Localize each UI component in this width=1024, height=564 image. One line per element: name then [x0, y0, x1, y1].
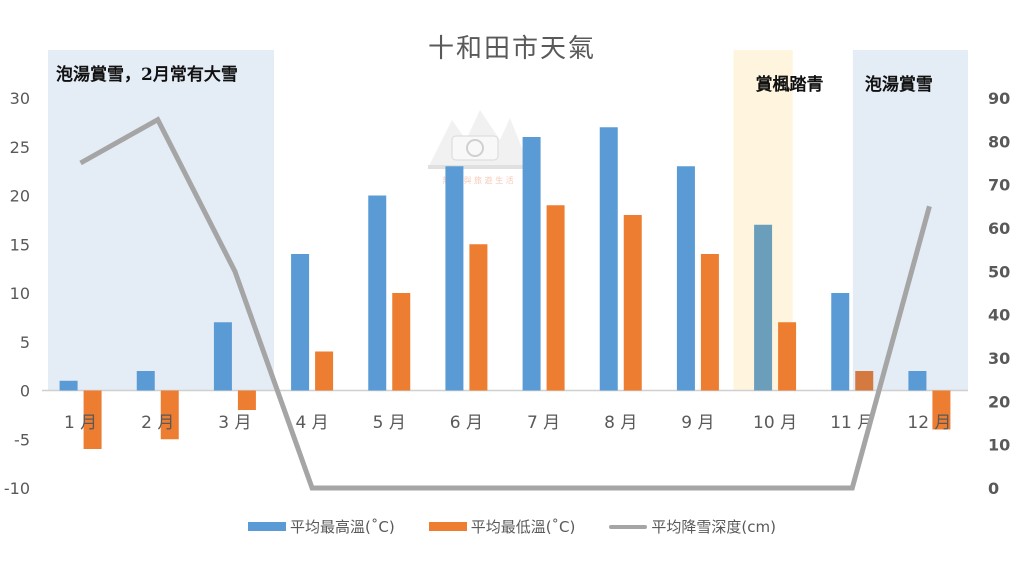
- x-tick-label: 3 月: [218, 413, 251, 433]
- right-axis-tick: 40: [988, 306, 1010, 325]
- legend-label: 平均最高溫(˚C): [290, 518, 395, 536]
- bar-low-12月: [932, 390, 951, 430]
- right-axis-tick: 50: [988, 262, 1010, 281]
- legend-line-swatch-icon: [609, 524, 648, 529]
- band-label: 泡湯賞雪，2月常有大雪: [56, 65, 238, 85]
- x-tick-label: 1 月: [64, 413, 97, 433]
- x-tick-label: 2 月: [141, 413, 174, 433]
- legend-bar-swatch-icon: [248, 522, 287, 531]
- left-axis-tick: 30: [10, 89, 30, 108]
- left-axis-tick: 15: [10, 235, 30, 254]
- bar-low-2月: [160, 390, 179, 440]
- left-axis-tick: -10: [4, 479, 30, 498]
- band-label: 泡湯賞雪: [864, 75, 933, 95]
- right-axis-tick: 80: [988, 132, 1010, 151]
- highlight-band: [48, 50, 274, 391]
- x-tick-label: 7 月: [527, 413, 560, 433]
- bar-low-8月: [623, 215, 642, 391]
- bar-high-7月: [522, 137, 541, 391]
- right-axis-tick: 60: [988, 219, 1010, 238]
- left-axis-tick: 20: [10, 187, 30, 206]
- left-axis-tick: -5: [14, 430, 30, 449]
- right-axis-tick: 90: [988, 89, 1010, 108]
- right-axis-tick: 70: [988, 176, 1010, 195]
- legend-label: 平均降雪深度(cm): [651, 518, 776, 536]
- bar-low-5月: [392, 293, 411, 391]
- right-axis-tick: 20: [988, 392, 1010, 411]
- snow-depth-line: [79, 116, 932, 491]
- x-tick-label: 6 月: [450, 413, 483, 433]
- bar-low-1月: [83, 390, 102, 449]
- x-tick-label: 11 月: [830, 413, 874, 433]
- right-axis-tick: 10: [988, 436, 1010, 455]
- legend-bar-swatch-icon: [428, 522, 467, 531]
- left-axis-tick: 0: [20, 382, 30, 401]
- bar-low-6月: [469, 244, 488, 391]
- x-tick-label: 12 月: [907, 413, 951, 433]
- legend-item: 平均最低溫(˚C): [428, 516, 576, 537]
- left-axis-tick: 25: [10, 138, 30, 157]
- left-axis-tick: 5: [20, 333, 30, 352]
- right-axis-tick: 0: [988, 479, 999, 498]
- x-tick-label: 9 月: [681, 413, 714, 433]
- bar-low-3月: [237, 390, 256, 410]
- bar-high-10月: [754, 224, 773, 391]
- bar-high-12月: [908, 371, 927, 391]
- bar-high-2月: [136, 371, 155, 391]
- bar-low-10月: [778, 322, 797, 391]
- chart-title: 十和田市天氣: [427, 34, 596, 64]
- bar-high-9月: [676, 166, 695, 391]
- bar-high-4月: [291, 254, 310, 391]
- x-tick-label: 8 月: [604, 413, 637, 433]
- bar-high-1月: [59, 380, 78, 391]
- bar-high-6月: [445, 166, 464, 391]
- bar-low-11月: [855, 371, 874, 391]
- x-tick-label: 4 月: [295, 413, 328, 433]
- x-tick-label: 5 月: [373, 413, 406, 433]
- left-axis-tick: 10: [10, 284, 30, 303]
- bar-low-9月: [700, 254, 719, 391]
- bar-low-7月: [546, 205, 565, 391]
- svg-text:無 法 與 旅 遊 生 活: 無 法 與 旅 遊 生 活: [442, 175, 513, 185]
- bar-high-3月: [213, 322, 232, 391]
- legend-label: 平均最低溫(˚C): [470, 518, 576, 536]
- legend-item: 平均最高溫(˚C): [248, 516, 395, 537]
- band-label: 賞楓踏青: [755, 75, 824, 95]
- highlight-band: [852, 50, 968, 391]
- bar-high-11月: [831, 293, 850, 391]
- right-axis-tick: 30: [988, 349, 1010, 368]
- bar-high-5月: [368, 195, 387, 391]
- bar-high-8月: [599, 127, 618, 391]
- legend-item: 平均降雪深度(cm): [609, 516, 776, 537]
- legend: 平均最高溫(˚C) 平均最低溫(˚C) 平均降雪深度(cm): [0, 516, 1024, 537]
- x-tick-label: 10 月: [753, 413, 797, 433]
- bar-low-4月: [315, 351, 334, 391]
